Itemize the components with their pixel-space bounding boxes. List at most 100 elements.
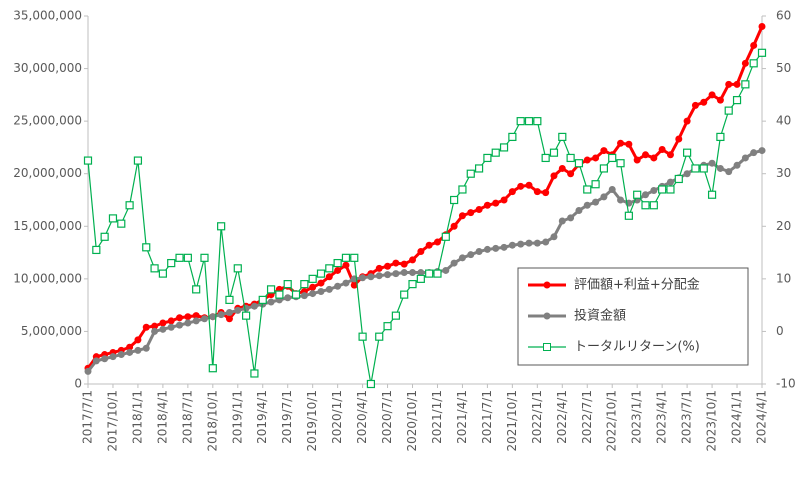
point-marker bbox=[500, 243, 508, 251]
point-marker bbox=[150, 264, 159, 273]
y-tick-label: 20,000,000 bbox=[13, 166, 82, 180]
y2-tick-label: 50 bbox=[776, 61, 791, 75]
point-marker bbox=[600, 193, 608, 201]
point-marker bbox=[392, 259, 400, 267]
point-marker bbox=[558, 164, 566, 172]
point-marker bbox=[400, 290, 409, 299]
point-marker bbox=[633, 156, 641, 164]
point-marker bbox=[92, 357, 100, 365]
point-marker bbox=[707, 190, 717, 199]
y2-tick-label: 40 bbox=[776, 114, 791, 128]
point-marker bbox=[325, 273, 333, 281]
point-marker bbox=[516, 117, 525, 126]
point-marker bbox=[549, 148, 559, 157]
point-marker bbox=[741, 80, 750, 89]
point-marker bbox=[408, 280, 417, 289]
point-marker bbox=[383, 322, 392, 331]
point-marker bbox=[250, 302, 258, 310]
point-marker bbox=[499, 143, 509, 152]
point-marker bbox=[483, 245, 491, 253]
point-marker bbox=[575, 207, 583, 215]
point-marker bbox=[617, 196, 625, 204]
point-marker bbox=[142, 323, 150, 331]
point-marker bbox=[159, 319, 167, 327]
x-tick-label: 2024/1/1 bbox=[730, 390, 744, 444]
point-marker bbox=[450, 222, 458, 230]
point-marker bbox=[591, 180, 600, 189]
point-marker bbox=[458, 212, 466, 220]
point-marker bbox=[125, 201, 134, 210]
x-tick-label: 2020/10/1 bbox=[405, 390, 419, 452]
point-marker bbox=[592, 198, 600, 206]
point-marker bbox=[550, 172, 558, 180]
point-marker bbox=[533, 239, 541, 247]
y2-tick-label: 20 bbox=[776, 219, 791, 233]
point-marker bbox=[101, 355, 109, 363]
point-marker bbox=[275, 290, 284, 299]
point-marker bbox=[458, 254, 466, 262]
point-marker bbox=[608, 153, 617, 163]
point-marker bbox=[159, 325, 167, 333]
x-tick-label: 2021/7/1 bbox=[480, 390, 494, 444]
x-tick-label: 2020/1/1 bbox=[330, 390, 344, 444]
point-marker bbox=[126, 343, 134, 351]
point-marker bbox=[241, 311, 251, 320]
point-marker bbox=[600, 147, 608, 155]
point-marker bbox=[533, 188, 541, 196]
point-marker bbox=[350, 281, 358, 289]
point-marker bbox=[617, 139, 625, 147]
point-marker bbox=[350, 253, 359, 262]
point-marker bbox=[758, 147, 766, 155]
point-marker bbox=[442, 266, 450, 274]
point-marker bbox=[83, 156, 93, 165]
point-marker bbox=[151, 322, 159, 330]
point-marker bbox=[375, 264, 383, 272]
point-marker bbox=[757, 48, 767, 57]
point-marker bbox=[716, 132, 725, 142]
point-marker bbox=[583, 185, 592, 194]
series-line bbox=[87, 52, 763, 385]
x-tick-label: 2022/1/1 bbox=[530, 390, 544, 444]
point-marker bbox=[674, 174, 683, 184]
point-marker bbox=[650, 187, 658, 195]
point-marker bbox=[658, 146, 666, 154]
point-marker bbox=[508, 132, 517, 142]
point-marker bbox=[341, 253, 351, 262]
point-marker bbox=[167, 258, 176, 268]
point-marker bbox=[475, 248, 483, 256]
point-marker bbox=[683, 170, 691, 178]
point-marker bbox=[541, 153, 550, 163]
x-tick-label: 2023/7/1 bbox=[680, 390, 694, 444]
x-tick-label: 2018/4/1 bbox=[155, 390, 169, 444]
x-tick-label: 2021/10/1 bbox=[505, 390, 519, 452]
legend-label: 投資金額 bbox=[574, 308, 626, 324]
x-tick-label: 2022/10/1 bbox=[605, 390, 619, 452]
point-marker bbox=[409, 256, 417, 264]
point-marker bbox=[167, 317, 175, 325]
x-tick-label: 2017/7/1 bbox=[81, 390, 95, 444]
point-marker bbox=[758, 23, 766, 31]
point-marker bbox=[117, 351, 125, 359]
point-marker bbox=[716, 164, 724, 172]
point-marker bbox=[266, 285, 276, 294]
y2-tick-label: -10 bbox=[776, 377, 796, 391]
point-marker bbox=[358, 332, 367, 341]
point-marker bbox=[733, 80, 741, 88]
x-tick-label: 2019/4/1 bbox=[255, 390, 269, 444]
point-marker bbox=[558, 217, 566, 225]
x-tick-label: 2023/1/1 bbox=[630, 390, 644, 444]
point-marker bbox=[542, 238, 550, 246]
point-marker bbox=[467, 209, 475, 217]
point-marker bbox=[267, 298, 275, 306]
y-tick-label: 35,000,000 bbox=[13, 9, 82, 23]
point-marker bbox=[733, 161, 741, 169]
point-marker bbox=[658, 185, 667, 194]
point-marker bbox=[325, 285, 333, 293]
point-marker bbox=[716, 96, 724, 104]
x-tick-label: 2019/1/1 bbox=[230, 390, 244, 444]
point-marker bbox=[642, 151, 650, 159]
point-marker bbox=[450, 259, 458, 267]
x-tick-label: 2022/4/1 bbox=[555, 390, 569, 444]
point-marker bbox=[458, 185, 467, 194]
point-marker bbox=[425, 269, 434, 278]
